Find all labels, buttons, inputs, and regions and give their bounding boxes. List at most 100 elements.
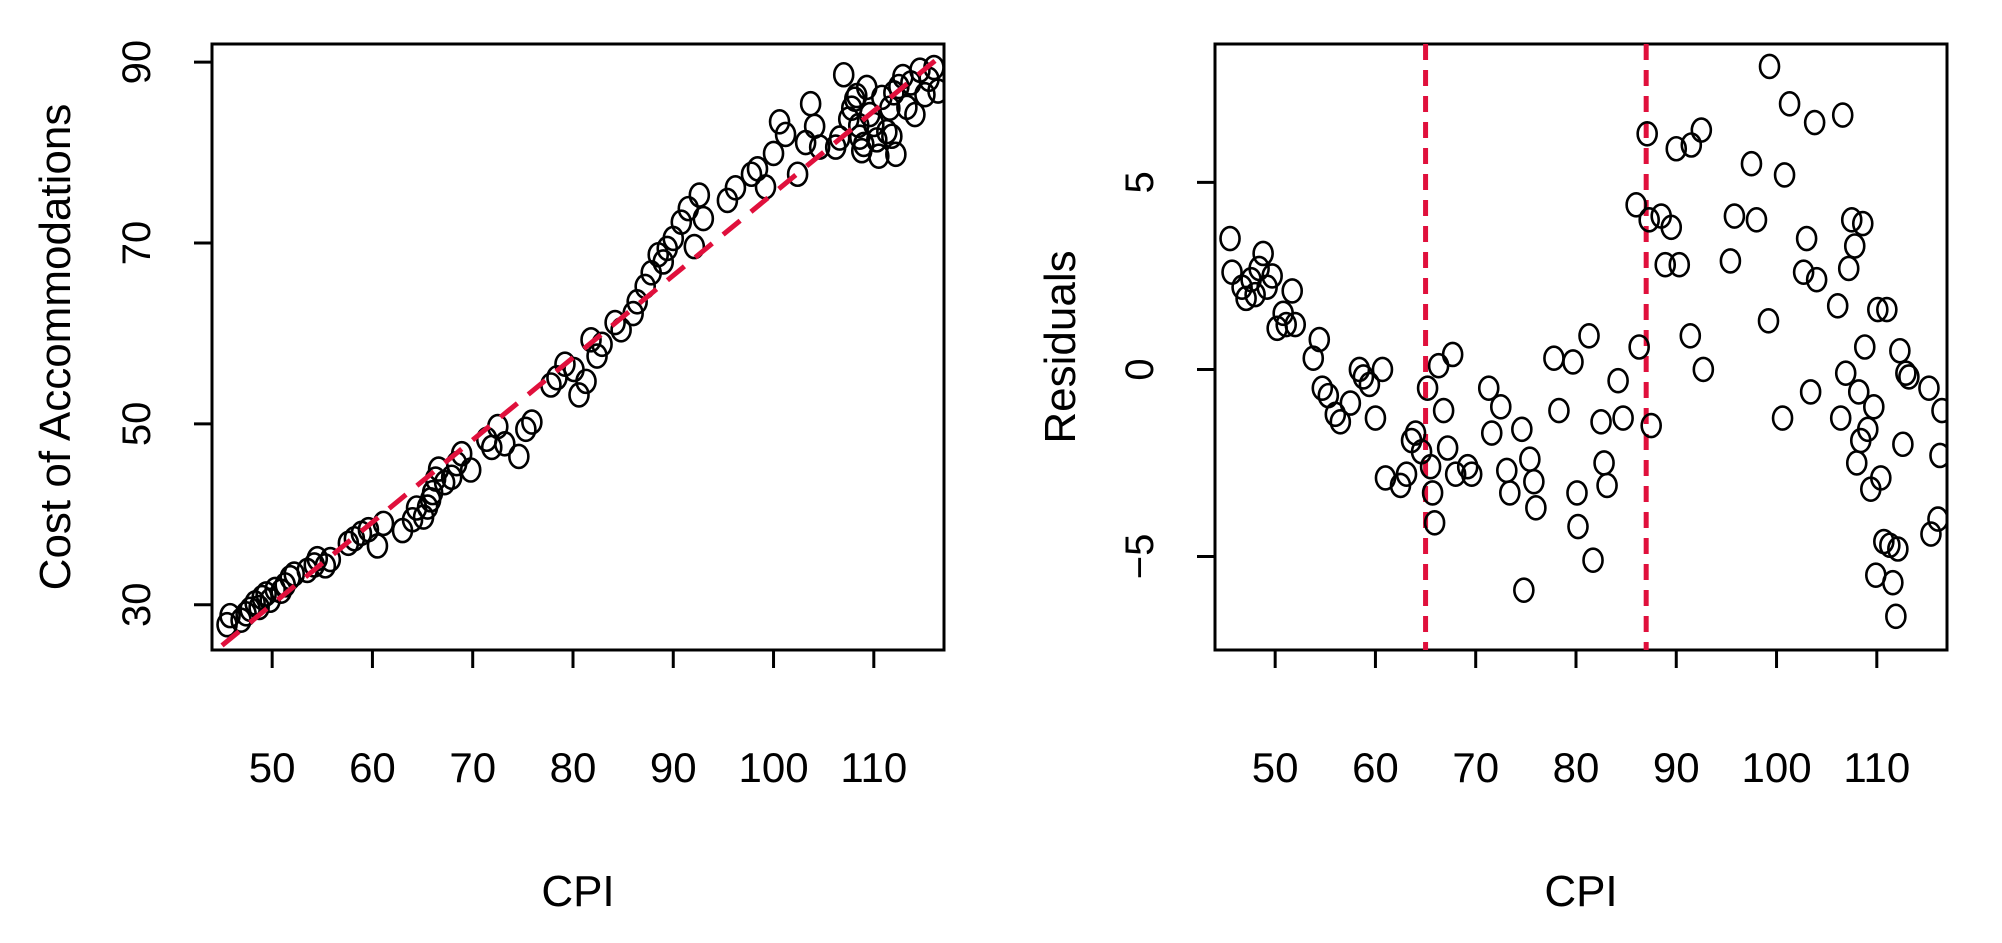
- data-point: [405, 495, 428, 521]
- data-point: [1352, 364, 1375, 390]
- y-tick-label: 30: [115, 583, 159, 628]
- y-tick-label: 0: [1118, 358, 1162, 380]
- data-point: [746, 156, 769, 182]
- data-point: [1284, 311, 1307, 338]
- data-point: [724, 175, 747, 201]
- data-point: [740, 161, 763, 188]
- data-point: [754, 174, 777, 200]
- data-point: [1876, 296, 1898, 323]
- x-tick-label: 100: [738, 744, 808, 791]
- data-point: [1805, 266, 1828, 293]
- data-point: [1853, 334, 1876, 360]
- data-point: [1371, 356, 1394, 383]
- data-point: [1831, 102, 1854, 128]
- data-point: [319, 546, 342, 573]
- data-point: [1499, 480, 1521, 506]
- y-tick-label: 90: [115, 40, 159, 85]
- data-point: [683, 233, 706, 260]
- data-point: [1219, 225, 1241, 252]
- data-point: [1582, 547, 1604, 574]
- data-point: [1660, 214, 1683, 241]
- x-tick-label: 70: [449, 744, 496, 791]
- y-tick-label: 70: [115, 221, 159, 266]
- data-point: [493, 430, 516, 457]
- data-point: [1692, 356, 1715, 383]
- data-point: [1456, 453, 1479, 480]
- data-point: [1432, 397, 1455, 424]
- data-point: [366, 533, 389, 559]
- data-point: [575, 368, 597, 395]
- data-point: [1898, 364, 1920, 390]
- data-point: [1281, 278, 1304, 304]
- data-point: [1887, 536, 1909, 562]
- y-axis-title: Residuals: [1036, 250, 1085, 443]
- data-point: [1495, 457, 1518, 484]
- data-point: [1419, 453, 1442, 480]
- data-point: [1235, 285, 1257, 312]
- data-point: [1845, 450, 1868, 476]
- data-point: [1851, 210, 1874, 237]
- data-point: [1562, 349, 1584, 375]
- data-point: [219, 602, 241, 629]
- data-point: [1856, 416, 1879, 443]
- data-point: [1513, 577, 1535, 603]
- data-point: [440, 464, 463, 491]
- data-point: [586, 343, 608, 369]
- data-point: [1795, 225, 1818, 252]
- data-point: [459, 457, 482, 483]
- data-point: [1416, 375, 1439, 401]
- data-point: [1745, 207, 1768, 233]
- x-tick-label: 60: [1352, 744, 1399, 791]
- data-point: [762, 140, 785, 167]
- data-point: [1427, 352, 1450, 379]
- x-tick-label: 80: [550, 744, 597, 791]
- data-point: [1436, 435, 1459, 461]
- fit-line: [220, 55, 941, 648]
- data-point: [786, 161, 809, 188]
- data-point: [1567, 513, 1589, 540]
- data-point: [1244, 281, 1266, 308]
- data-point: [401, 506, 424, 533]
- data-point: [1548, 397, 1570, 424]
- data-point: [1799, 379, 1822, 405]
- data-point: [1489, 394, 1512, 420]
- data-point: [1867, 296, 1889, 323]
- data-point: [1252, 240, 1274, 267]
- data-point: [1625, 192, 1647, 218]
- data-point: [1578, 322, 1600, 349]
- data-point: [1758, 53, 1781, 80]
- data-point: [1628, 334, 1650, 360]
- data-point: [1929, 442, 1947, 469]
- right-residual-panel: 50 60 70 80 90 100 110 −5 0 5 CPI Residuals: [1036, 42, 1949, 916]
- data-point: [1668, 251, 1691, 278]
- data-point: [1665, 135, 1688, 162]
- data-point: [1740, 150, 1763, 177]
- x-tick-label: 100: [1741, 744, 1811, 791]
- data-point: [881, 123, 903, 150]
- y-tick-label: 5: [1118, 171, 1162, 193]
- data-point: [868, 143, 890, 169]
- plot-frame: [210, 42, 946, 652]
- data-point: [1607, 367, 1629, 394]
- data-point: [1863, 394, 1885, 420]
- data-point: [1771, 405, 1794, 431]
- data-point: [1638, 207, 1660, 233]
- data-point: [1889, 337, 1911, 364]
- data-point: [1870, 465, 1892, 491]
- data-point: [1892, 431, 1914, 458]
- data-point: [692, 205, 715, 232]
- data-point: [604, 309, 626, 336]
- data-point: [1441, 341, 1464, 368]
- x-axis-title: CPI: [541, 867, 614, 916]
- data-point: [832, 61, 855, 88]
- data-point: [1311, 375, 1334, 401]
- data-point: [1654, 251, 1677, 278]
- data-point: [1895, 360, 1917, 386]
- data-point: [914, 81, 936, 108]
- data-point: [1837, 255, 1860, 282]
- data-point: [927, 78, 944, 104]
- data-point: [1847, 379, 1870, 405]
- data-point: [1640, 412, 1662, 439]
- data-point: [1511, 416, 1533, 443]
